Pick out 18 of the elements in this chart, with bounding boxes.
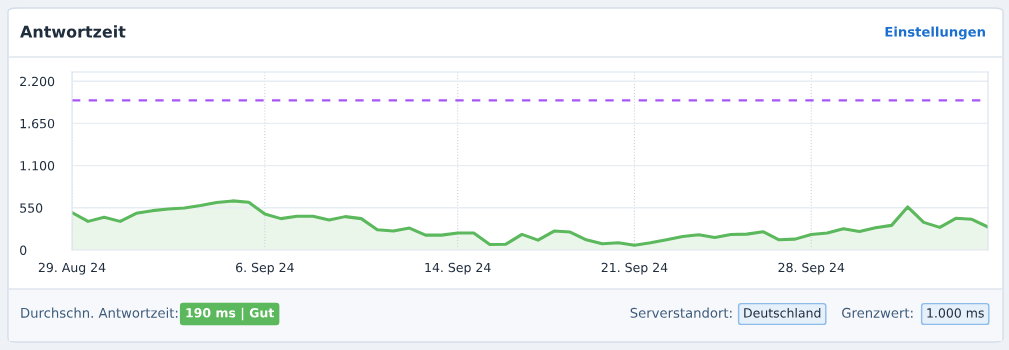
x-tick-label: 28. Sep 24 — [778, 262, 845, 275]
x-tick-label: 14. Sep 24 — [425, 262, 491, 275]
text: Grenzwert: — [842, 307, 913, 318]
text: Serverstandort: — [630, 307, 732, 318]
text: Durchschn. Antwortzeit: — [21, 307, 178, 318]
y-tick-label: 1.100 — [20, 161, 55, 171]
x-tick-label: 29. Aug 24 — [38, 262, 106, 275]
x-tick-label: 21. Sep 24 — [601, 262, 668, 275]
y-tick-label: 2.200 — [20, 76, 55, 87]
y-tick-label: 550 — [20, 203, 43, 213]
chart-title: Antwortzeit — [20, 25, 126, 38]
x-tick-label: 6. Sep 24 — [236, 262, 294, 275]
y-tick-label: 0 — [20, 245, 27, 255]
text: 1.000 ms — [927, 308, 984, 318]
text: 190 ms | Gut — [186, 307, 275, 321]
text: Deutschland — [744, 307, 821, 318]
y-tick-label: 1.650 — [20, 118, 55, 129]
text: Einstellungen — [885, 26, 985, 40]
